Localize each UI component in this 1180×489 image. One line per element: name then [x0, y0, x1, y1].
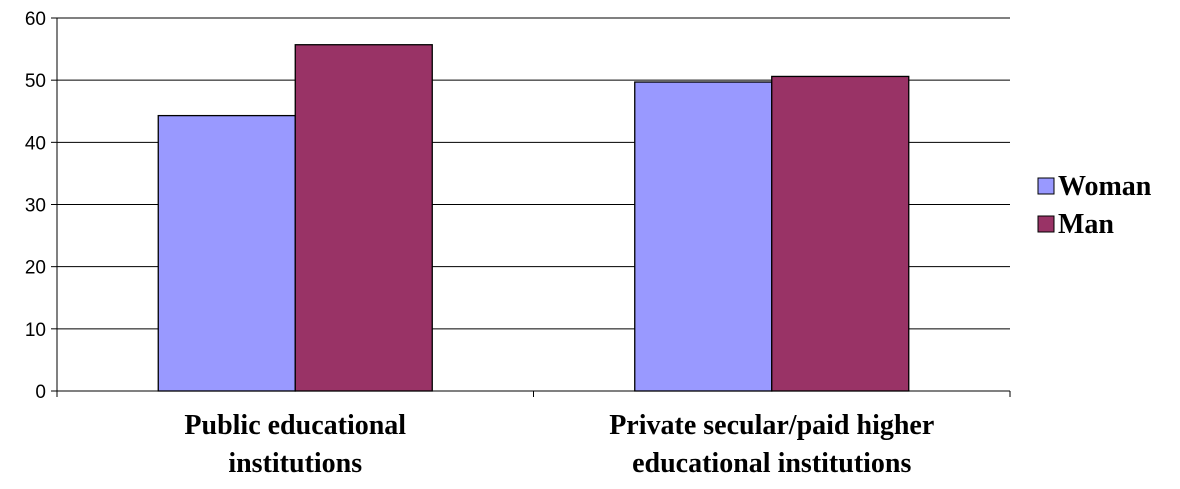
x-category-labels: Public educational institutions Private se…	[184, 410, 934, 479]
x-category-label: Private secular/paid higher	[609, 410, 934, 441]
bar-woman	[157, 114, 296, 392]
legend-swatch-woman	[1037, 177, 1055, 195]
legend-label-woman: Woman	[1058, 171, 1152, 202]
legend-label-man: Man	[1058, 209, 1114, 240]
legend-swatch-man	[1037, 215, 1055, 233]
legend: Woman Man	[1037, 171, 1152, 240]
x-category-label: educational institutions	[632, 448, 911, 479]
bars	[157, 44, 910, 392]
bar-man	[294, 44, 433, 392]
y-tick-label: 20	[25, 258, 46, 279]
y-tick-labels: 0 10 20 30 40 50 60	[25, 9, 46, 403]
y-tick-label: 50	[25, 71, 46, 92]
bar-man	[771, 75, 910, 392]
y-tick-label: 30	[25, 196, 46, 217]
y-tick-label: 10	[25, 320, 46, 341]
bar-woman	[634, 81, 773, 392]
y-tick-label: 0	[35, 382, 46, 403]
x-category-label: institutions	[228, 448, 362, 479]
x-category-label: Public educational	[184, 410, 406, 441]
y-tick-label: 40	[25, 133, 46, 154]
y-tick-label: 60	[25, 9, 46, 30]
